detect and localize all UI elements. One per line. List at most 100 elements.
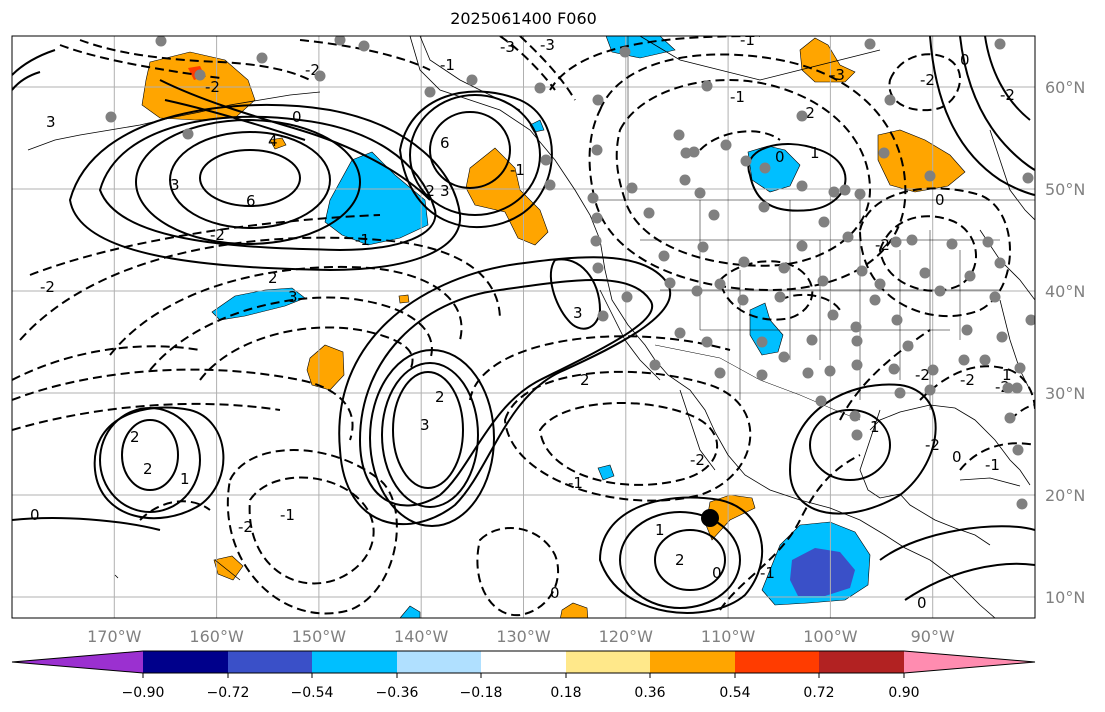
positive-contours: [12, 36, 1035, 614]
colorbar-segment: [312, 651, 397, 673]
negative-anomaly-patch: [749, 302, 784, 356]
small-negative-anomaly-patch: [597, 464, 615, 481]
contour-label: 4: [268, 132, 278, 150]
contour-label: 1: [810, 144, 820, 162]
colorbar-segment: [819, 651, 904, 673]
contour-label: -2: [205, 78, 220, 96]
colorbar-label: −0.18: [460, 685, 503, 701]
contour-label: -2: [925, 436, 940, 454]
contour-label: 3: [46, 113, 56, 131]
contour-label: -2: [915, 366, 930, 384]
contour-label: 0: [712, 564, 722, 582]
contour-label: 2: [143, 460, 153, 478]
colorbar-segment: [735, 651, 819, 673]
lon-label: 150°W: [292, 627, 347, 646]
contour-label: 1: [1002, 366, 1012, 384]
small-negative-anomaly-patch: [399, 605, 421, 618]
contour-label: -1: [740, 31, 755, 49]
political-borders: [590, 36, 1035, 421]
contour-label: 1: [180, 470, 190, 488]
contour-label: 3: [440, 182, 450, 200]
contour-label: -3: [540, 36, 555, 54]
lat-label: 30°N: [1045, 384, 1085, 403]
colorbar-segment: [566, 651, 650, 673]
positive-anomaly-patch: [877, 129, 966, 193]
negative-anomaly-patch: [324, 151, 429, 246]
map-title: 2025061400 F060: [450, 9, 597, 28]
contour-labels: 3 6 3 6 3 2 -2 -2 -3 3 0 -3 -1 -1 -2 0 -…: [30, 31, 1015, 612]
contour-label: 2: [435, 388, 445, 406]
contour-label: 1: [870, 418, 880, 436]
contour-label: -2: [420, 182, 435, 200]
contour-label: -1: [510, 161, 525, 179]
contour-label: -2: [690, 451, 705, 469]
contour-label: 0: [960, 51, 970, 69]
contour-label: -3: [830, 66, 845, 84]
lon-label: 130°W: [496, 627, 551, 646]
shaded-anomalies: [141, 36, 966, 618]
positive-anomaly-patch: [560, 602, 589, 618]
contour-label: 3: [170, 176, 180, 194]
lon-label: 170°W: [87, 627, 142, 646]
lat-label: 60°N: [1045, 78, 1085, 97]
contour-label: 3: [420, 416, 430, 434]
lat-label: 20°N: [1045, 486, 1085, 505]
contour-label: -2: [238, 518, 253, 536]
lon-label: 140°W: [394, 627, 449, 646]
lat-label: 50°N: [1045, 180, 1085, 199]
lon-label: 110°W: [701, 627, 756, 646]
contour-label: -1: [355, 231, 370, 249]
contour-label: -2: [1000, 86, 1015, 104]
contour-label: 0: [292, 108, 302, 126]
colorbar-segment: [650, 651, 735, 673]
station-dots: [105, 36, 1035, 510]
contour-label: -3: [500, 38, 515, 56]
lon-label: 160°W: [189, 627, 244, 646]
contour-label: 6: [246, 192, 256, 210]
contour-label: -2: [920, 71, 935, 89]
lon-label: 90°W: [911, 627, 955, 646]
positive-anomaly-patch: [306, 344, 345, 391]
colorbar-segment: [143, 651, 228, 673]
positive-anomaly-patch: [799, 37, 856, 83]
colorbar-label: 0.90: [888, 685, 919, 701]
contour-label: 0: [935, 191, 945, 209]
contour-label: -2: [960, 371, 975, 389]
contour-label: 2: [130, 428, 140, 446]
contour-label: -1: [280, 506, 295, 524]
contour-label: -1: [568, 474, 583, 492]
contour-label: 0: [775, 148, 785, 166]
contour-label: -2: [210, 226, 225, 244]
small-positive-anomaly-patch: [269, 137, 287, 150]
contour-label: -2: [40, 278, 55, 296]
colorbar-label: 0.54: [719, 685, 750, 701]
colorbar-label: −0.36: [376, 685, 419, 701]
contour-label: -1: [760, 564, 775, 582]
colorbar-label: −0.72: [207, 685, 250, 701]
colorbar-extend-high: [904, 651, 1035, 673]
contour-label: 3: [288, 288, 298, 306]
contour-label: 2: [675, 551, 685, 569]
gridlines: [12, 36, 1035, 618]
contour-label: 0: [917, 594, 927, 612]
contour-label: 0: [952, 448, 962, 466]
map-frame: [11, 35, 1036, 619]
contour-label: 1: [655, 521, 665, 539]
positive-anomaly-patch: [465, 147, 549, 246]
colorbar-label: −0.54: [291, 685, 334, 701]
colorbar-segment: [228, 651, 312, 673]
lat-label: 10°N: [1045, 588, 1085, 607]
negative-contours: [12, 36, 1035, 617]
small-positive-anomaly-patch: [398, 294, 410, 304]
colorbar-labels: −0.90 −0.72 −0.54 −0.36 −0.18 0.18 0.36 …: [122, 685, 920, 701]
contour-label: 6: [440, 134, 450, 152]
lat-label: 40°N: [1045, 282, 1085, 301]
contour-label: -1: [985, 456, 1000, 474]
longitude-labels: 170°W 160°W 150°W 140°W 130°W 120°W 110°…: [87, 627, 955, 646]
lon-label: 120°W: [599, 627, 654, 646]
positive-anomaly-patch: [213, 555, 244, 581]
contour-label: 2: [268, 269, 278, 287]
colorbar-extend-low: [12, 651, 143, 673]
strong-negative-anomaly-patch: [790, 548, 855, 596]
